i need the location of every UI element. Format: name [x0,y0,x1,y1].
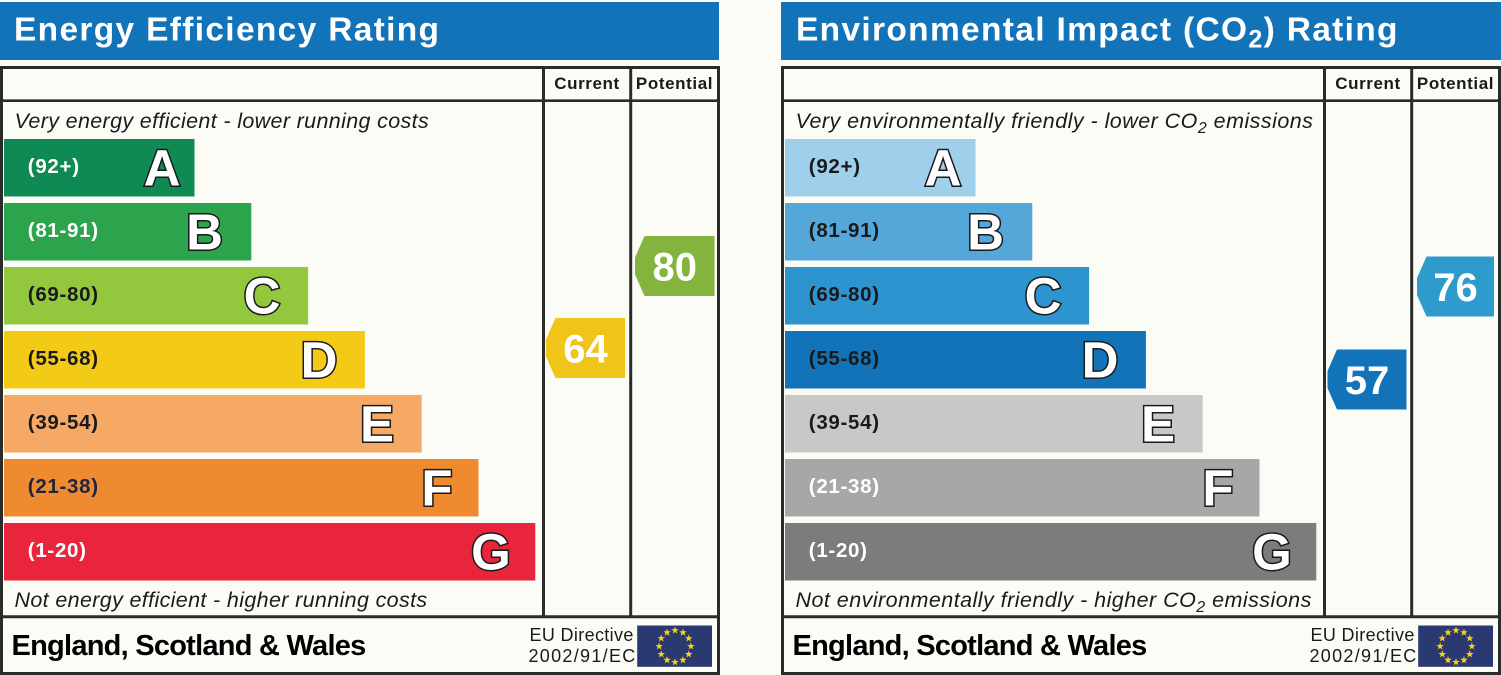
svg-text:(21-38): (21-38) [28,475,99,498]
svg-text:(55-68): (55-68) [809,347,880,370]
svg-text:(69-80): (69-80) [28,283,99,306]
svg-text:Environmental Impact (CO2) Rat: Environmental Impact (CO2) Rating [796,12,1399,54]
svg-text:Current: Current [1335,74,1401,93]
svg-text:Very environmentally friendly: Very environmentally friendly - lower CO… [796,109,1314,137]
svg-text:F: F [1202,460,1233,517]
svg-text:2002/91/EC: 2002/91/EC [529,646,637,666]
svg-text:(92+): (92+) [28,155,80,178]
svg-text:(39-54): (39-54) [28,411,99,434]
svg-text:E: E [360,396,394,453]
svg-text:(55-68): (55-68) [28,347,99,370]
svg-text:(81-91): (81-91) [28,219,99,242]
svg-text:F: F [421,460,452,517]
svg-text:(69-80): (69-80) [809,283,880,306]
svg-text:Potential: Potential [1417,74,1494,93]
svg-text:57: 57 [1345,359,1390,403]
svg-text:England, Scotland & Wales: England, Scotland & Wales [12,630,366,662]
svg-text:England, Scotland & Wales: England, Scotland & Wales [793,630,1147,662]
svg-text:Not environmentally friendly -: Not environmentally friendly - higher CO… [796,588,1312,616]
svg-text:G: G [1252,524,1292,581]
svg-text:(1-20): (1-20) [809,539,868,562]
svg-text:(92+): (92+) [809,155,861,178]
svg-text:E: E [1141,396,1175,453]
svg-text:Not energy efficient - higher: Not energy efficient - higher running co… [15,588,428,612]
svg-text:D: D [301,332,338,389]
svg-text:(1-20): (1-20) [28,539,87,562]
svg-text:A: A [925,140,962,197]
svg-text:2002/91/EC: 2002/91/EC [1310,646,1418,666]
svg-text:C: C [244,268,281,325]
svg-text:B: B [186,204,223,261]
svg-text:C: C [1025,268,1062,325]
svg-text:A: A [144,140,181,197]
svg-text:64: 64 [563,327,608,371]
svg-text:B: B [967,204,1004,261]
svg-text:76: 76 [1433,266,1478,310]
svg-text:G: G [471,524,511,581]
svg-text:(21-38): (21-38) [809,475,880,498]
svg-text:Current: Current [554,74,620,93]
svg-text:Very energy efficient - lower: Very energy efficient - lower running co… [15,109,430,133]
svg-text:80: 80 [653,245,698,289]
svg-text:D: D [1082,332,1119,389]
svg-text:Potential: Potential [636,74,713,93]
svg-text:EU Directive: EU Directive [530,625,634,645]
svg-text:(81-91): (81-91) [809,219,880,242]
svg-text:Energy Efficiency Rating: Energy Efficiency Rating [14,12,440,49]
svg-text:EU Directive: EU Directive [1311,625,1415,645]
svg-text:(39-54): (39-54) [809,411,880,434]
